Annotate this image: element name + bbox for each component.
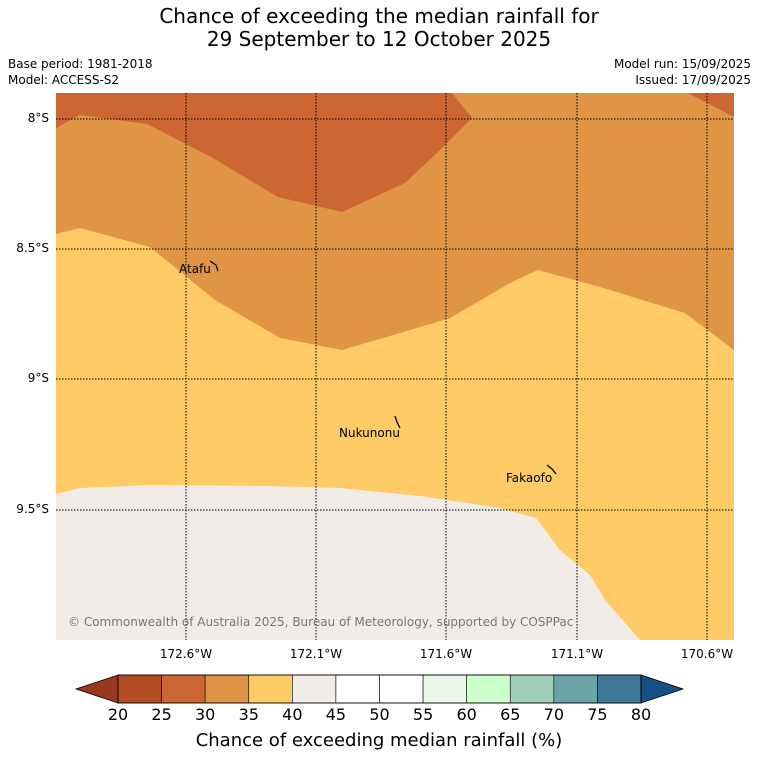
title-line-1: Chance of exceeding the median rainfall … [159, 4, 599, 28]
zone-25-30-west [56, 93, 472, 212]
colorbar-tick-label: 55 [412, 705, 434, 724]
colorbar-cell [292, 674, 337, 704]
map-title: Chance of exceeding the median rainfall … [0, 5, 758, 51]
lon-label-172-1w: 172.1°W [289, 647, 343, 661]
colorbar-cell [422, 674, 467, 704]
colorbar-tick-label: 70 [543, 705, 564, 724]
colorbar-cell [379, 674, 424, 704]
title-line-2: 29 September to 12 October 2025 [206, 27, 552, 51]
atolls [209, 260, 557, 475]
lat-label-9s: 9°S [27, 371, 49, 385]
colorbar-cell [553, 674, 598, 704]
colorbar-tick-label: 65 [500, 705, 521, 724]
meta-right: Model run: 15/09/2025 Issued: 17/09/2025 [614, 56, 751, 88]
colorbar-cell [161, 674, 206, 704]
lon-label-172-6w: 172.6°W [159, 647, 213, 661]
colorbar-cells [117, 674, 642, 704]
colorbar-tick-label: 20 [107, 705, 129, 724]
atoll-nukunonu [394, 415, 401, 429]
colorbar-tick-label: 80 [630, 705, 652, 724]
colorbar-extend-high [640, 674, 685, 704]
colorbar [74, 674, 685, 704]
colorbar-tick-label: 45 [325, 705, 347, 724]
colorbar-tick-label: 35 [238, 705, 259, 724]
colorbar-cell [466, 674, 511, 704]
atoll-atafu [209, 260, 219, 272]
colorbar-tick-label: 75 [587, 705, 608, 724]
lon-label-171-6w: 171.6°W [419, 647, 473, 661]
colorbar-tick-label: 40 [282, 705, 303, 724]
place-atafu: Atafu [179, 262, 211, 276]
colorbar-extend-low [74, 674, 119, 704]
base-period: Base period: 1981-2018 [8, 57, 153, 71]
colorbar-title: Chance of exceeding median rainfall (%) [195, 730, 563, 751]
colorbar-cell [204, 674, 250, 704]
colorbar-cell [335, 674, 380, 704]
zone-40-45 [56, 485, 640, 640]
issued-date: Issued: 17/09/2025 [635, 73, 751, 87]
lon-label-170-6w: 170.6°W [680, 647, 734, 661]
zone-25-30-east [688, 93, 734, 117]
map-area: Atafu Nukunonu Fakaofo © Commonwealth of… [56, 93, 734, 640]
lon-label-171-1w: 171.1°W [550, 647, 604, 661]
colorbar-tick-label: 60 [456, 705, 477, 724]
model-name: Model: ACCESS-S2 [8, 73, 120, 87]
lat-label-8s: 8°S [27, 111, 49, 125]
colorbar-cell [509, 674, 555, 704]
model-run: Model run: 15/09/2025 [613, 57, 751, 71]
colorbar-tick-label: 50 [369, 705, 390, 724]
meta-left: Base period: 1981-2018 Model: ACCESS-S2 [8, 56, 153, 88]
atoll-fakaofo [546, 464, 557, 475]
gridlines [56, 93, 734, 640]
colorbar-cell [117, 674, 162, 704]
colorbar-tick-label: 30 [194, 705, 216, 724]
lat-label-8-5s: 8.5°S [16, 241, 49, 255]
lat-label-9-5s: 9.5°S [16, 502, 49, 516]
colorbar-cell [248, 674, 293, 704]
colorbar-tick-label: 25 [151, 705, 172, 724]
copyright-text: © Commonwealth of Australia 2025, Bureau… [68, 615, 573, 629]
colorbar-frame [117, 674, 642, 704]
place-fakaofo: Fakaofo [506, 471, 552, 485]
colorbar-cell [597, 674, 642, 704]
place-nukunonu: Nukunonu [339, 426, 400, 440]
